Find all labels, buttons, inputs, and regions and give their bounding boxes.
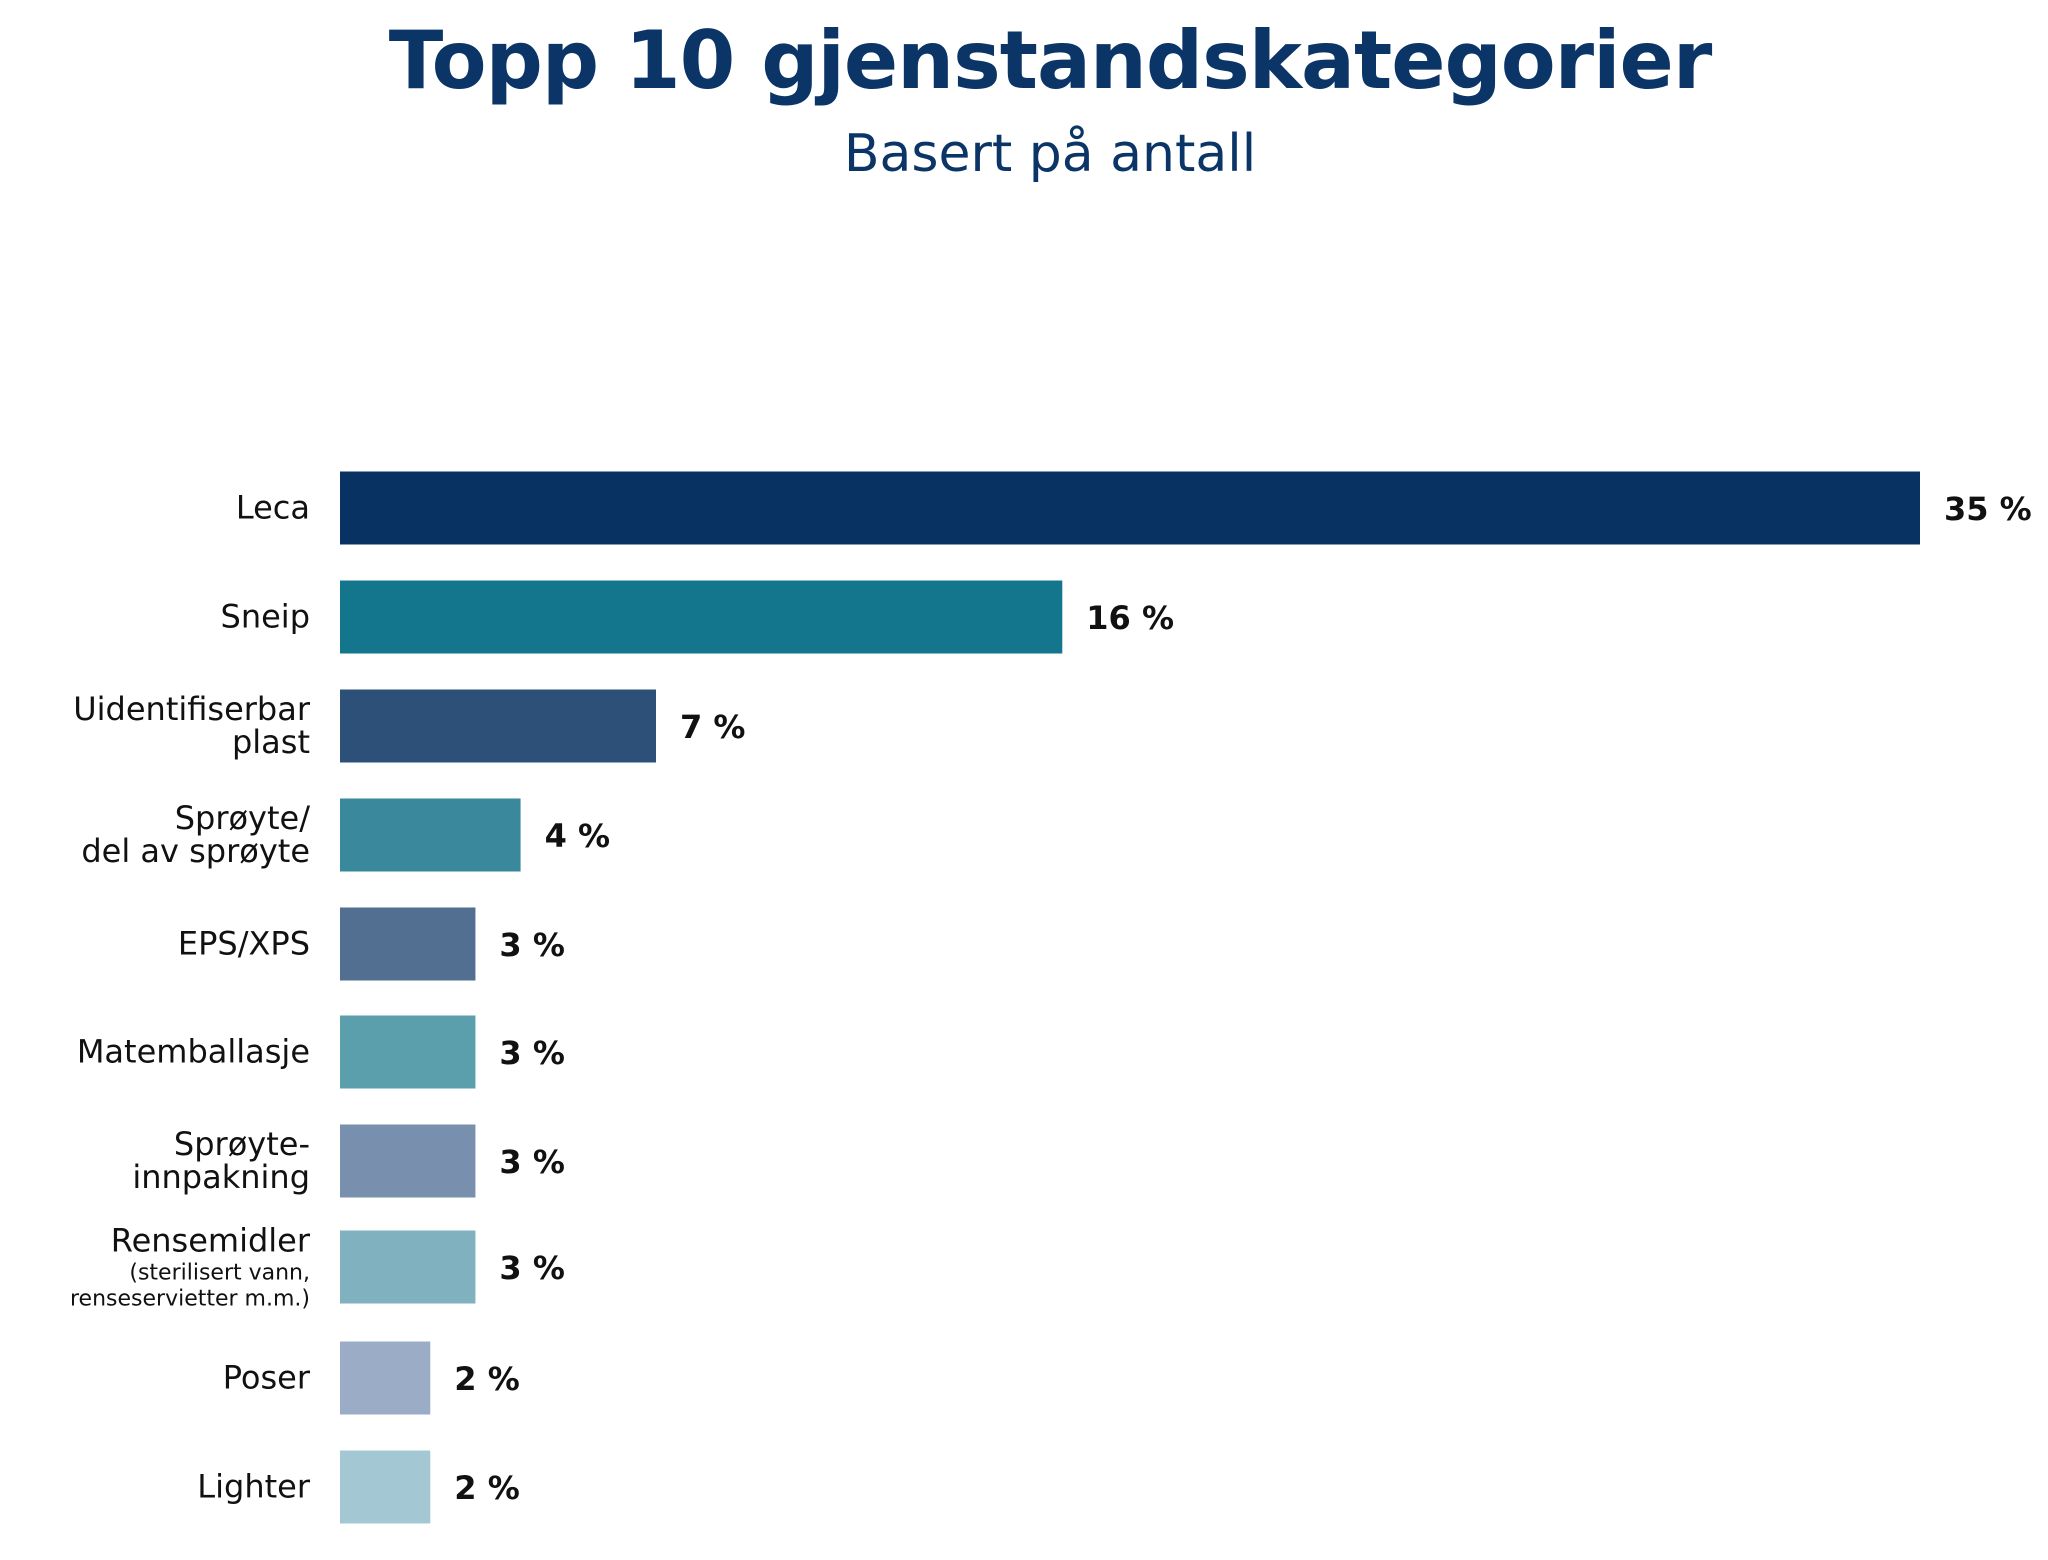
value-label-6: 3 % xyxy=(499,1143,564,1181)
bar-6 xyxy=(340,1124,476,1198)
value-label-5: 3 % xyxy=(499,1034,564,1072)
bar-9 xyxy=(340,1450,431,1524)
category-label-0-0: Leca xyxy=(236,489,310,527)
chart-title: Topp 10 gjenstandskategorier xyxy=(388,14,1713,107)
value-label-7: 3 % xyxy=(499,1249,564,1287)
category-label-3-1: del av sprøyte xyxy=(81,832,310,870)
value-label-0: 35 % xyxy=(1944,490,2032,528)
category-label-6-0: Sprøyte- xyxy=(174,1125,310,1163)
category-label-4-0: EPS/XPS xyxy=(178,925,310,963)
value-label-8: 2 % xyxy=(454,1360,519,1398)
category-sublabel-7-1: (sterilisert vann, xyxy=(129,1261,310,1286)
category-label-2-0: Uidentifiserbar xyxy=(73,690,311,728)
value-label-1: 16 % xyxy=(1086,599,1174,637)
value-label-9: 2 % xyxy=(454,1469,519,1507)
category-label-2-1: plast xyxy=(232,723,310,761)
category-sublabel-7-2: renseservietter m.m.) xyxy=(70,1287,310,1312)
value-label-2: 7 % xyxy=(680,708,745,746)
bar-2 xyxy=(340,689,656,763)
category-label-6-1: innpakning xyxy=(132,1158,310,1196)
value-label-4: 3 % xyxy=(499,926,564,964)
category-label-9-0: Lighter xyxy=(197,1468,311,1506)
category-label-1-0: Sneip xyxy=(221,598,310,636)
bar-3 xyxy=(340,798,521,872)
category-label-7-0: Rensemidler xyxy=(111,1222,311,1260)
bar-8 xyxy=(340,1341,431,1415)
bar-4 xyxy=(340,907,476,981)
category-label-8-0: Poser xyxy=(223,1359,311,1397)
bar-7 xyxy=(340,1230,476,1304)
category-label-5-0: Matemballasje xyxy=(77,1033,310,1071)
bar-0 xyxy=(340,471,1920,545)
bar-1 xyxy=(340,580,1063,654)
value-label-3: 4 % xyxy=(545,817,610,855)
category-label-3-0: Sprøyte/ xyxy=(175,799,311,837)
bar-5 xyxy=(340,1015,476,1089)
chart-subtitle: Basert på antall xyxy=(843,124,1257,184)
